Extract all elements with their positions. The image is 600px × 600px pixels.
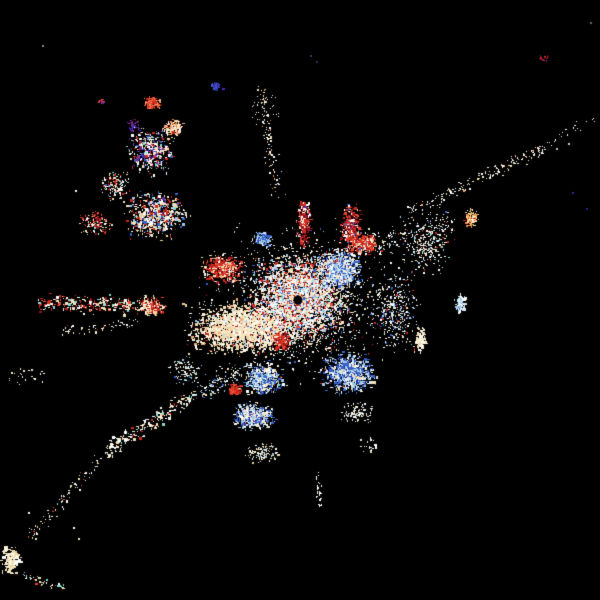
change-map-canvas bbox=[0, 0, 600, 600]
urban-change-map-figure bbox=[0, 0, 600, 600]
screenshot-root: { "meta": { "kind": "satellite-urban-cha… bbox=[0, 0, 600, 600]
